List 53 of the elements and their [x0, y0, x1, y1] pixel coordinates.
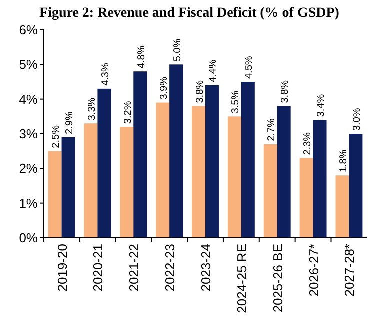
data-label: 3.8%	[280, 80, 292, 104]
data-label: 5.0%	[172, 38, 184, 62]
bar	[206, 85, 219, 238]
data-label: 2.7%	[266, 118, 278, 142]
x-tick-label: 2020-21	[90, 244, 106, 292]
y-tick-label: 3%	[19, 126, 38, 142]
x-tick-label: 2024-25 RE	[234, 244, 250, 314]
bar	[120, 127, 134, 238]
bar	[192, 106, 206, 238]
data-label: 2.9%	[64, 112, 76, 134]
data-label: 3.3%	[86, 98, 98, 121]
bar	[228, 116, 242, 238]
x-tick-label: 2022-23	[162, 244, 178, 292]
bar	[48, 151, 62, 238]
y-tick-label: 5%	[19, 57, 38, 72]
data-label: 3.8%	[194, 80, 206, 104]
x-tick-label: 2021-22	[126, 244, 142, 292]
bar	[264, 144, 278, 238]
y-tick-label: 0%	[19, 230, 38, 246]
bar	[98, 88, 112, 238]
y-tick-label: 1%	[19, 196, 38, 211]
bar	[170, 64, 184, 238]
data-label: 4.3%	[100, 63, 112, 86]
x-tick-label: 2027-28*	[342, 244, 358, 297]
bar	[241, 82, 255, 238]
data-label: 3.9%	[158, 76, 170, 100]
data-label: 2.3%	[302, 132, 314, 156]
data-label: 4.5%	[244, 56, 256, 79]
bar	[349, 134, 363, 238]
x-tick-label: 2026-27*	[306, 244, 322, 297]
data-label: 3.5%	[230, 90, 242, 114]
chart-title: Figure 2: Revenue and Fiscal Deficit (% of GSDP)	[40, 6, 340, 21]
bar	[84, 124, 98, 238]
data-label: 3.4%	[316, 94, 328, 118]
bar	[300, 158, 314, 238]
y-tick-label: 2%	[19, 161, 38, 176]
bar	[336, 176, 350, 238]
data-label: 4.4%	[208, 60, 220, 82]
x-tick-label: 2023-24	[198, 244, 214, 292]
data-label: 2.5%	[51, 125, 62, 148]
data-label: 3.0%	[352, 108, 363, 131]
y-tick-label: 6%	[19, 22, 38, 38]
x-tick-label: 2025-26 BE	[270, 244, 286, 313]
data-label: 1.8%	[338, 150, 350, 173]
bar	[62, 137, 76, 238]
y-tick-label: 4%	[19, 92, 38, 107]
data-label: 3.2%	[122, 101, 134, 124]
bar	[313, 120, 327, 238]
x-tick-label: 2019-20	[54, 244, 70, 292]
bar	[277, 106, 291, 238]
bar	[156, 102, 170, 238]
data-label: 4.8%	[136, 46, 148, 69]
bar	[134, 72, 148, 238]
